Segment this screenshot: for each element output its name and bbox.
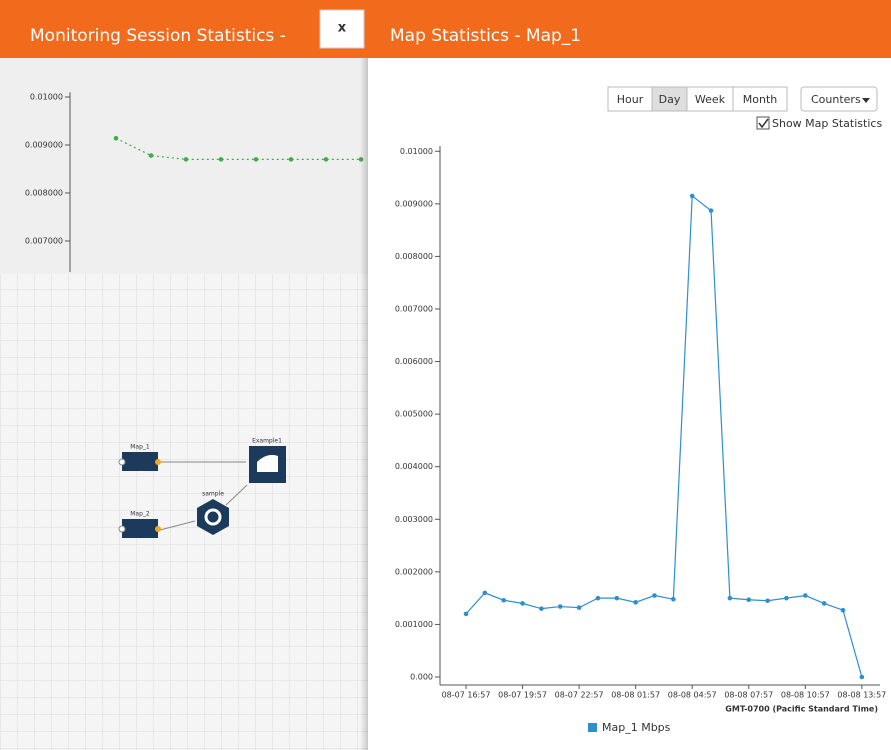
point [859,674,865,680]
port [155,459,161,465]
port [155,526,161,532]
y-tick-label: 0.008000 [25,188,63,197]
point [253,157,259,162]
port [118,458,126,466]
point [784,595,789,601]
point [463,611,469,617]
y-tick-label: 0.005000 [395,410,433,419]
point [183,157,189,162]
point [218,157,224,162]
point [113,135,119,141]
right-title: Map Statistics - Map_1 [390,26,581,46]
tool-icon [257,454,278,472]
x-tick-label: 08-07 16:57 [442,691,491,700]
y-tick-label: 0.006000 [395,357,433,366]
point [557,604,563,609]
series-line [115,137,361,160]
node-label: Map_1 [130,444,150,451]
point [840,607,846,613]
point [595,595,601,601]
x-axis-label: GMT-0700 (Pacific Standard Time) [725,705,878,714]
point [652,593,657,598]
y-tick-label: 0.01000 [400,147,433,156]
checkbox[interactable] [756,116,770,130]
y-tick-label: 0.001000 [395,620,433,629]
close-label[interactable]: x [338,21,347,36]
node-label: sample [202,491,224,498]
point [539,606,544,611]
x-tick-label: 08-08 04:57 [668,691,717,700]
point [148,153,154,158]
point [727,595,733,601]
right-chart: 0.000 0.001000 0.002000 0.003000 0.004000 0.0… [395,146,886,734]
point [633,600,638,605]
right-panel [368,58,891,750]
y-tick-label: 0.009000 [395,199,433,208]
node-map2[interactable] [122,519,158,538]
diagram: Map_1 Map_2 sample Example1 [118,438,286,538]
point [288,157,294,162]
counters-button[interactable] [800,86,878,112]
y-tick-label: 0.003000 [395,515,433,524]
counters-label[interactable]: Counters [811,93,861,106]
point [746,597,752,603]
x-tick-label: 08-07 22:57 [555,691,604,700]
left-title: Monitoring Session Statistics - [30,26,286,46]
x-tick-label: 08-08 10:57 [781,691,830,700]
y-tick-label: 0.002000 [395,567,433,576]
point [501,597,507,603]
node-label: Map_2 [130,511,150,518]
x-tick-label: 08-07 19:57 [498,691,547,700]
header-bar [0,0,891,58]
range-button[interactable] [651,86,688,112]
y-tick-label: 0.009000 [25,140,63,149]
range-button[interactable] [607,86,653,112]
node-sample[interactable] [197,499,229,535]
panel-shadow [360,58,368,750]
caret [862,98,870,103]
legend-swatch [588,723,597,732]
range-button[interactable] [732,86,788,112]
point [576,605,582,610]
canvas-grid [0,274,368,750]
y-tick-label: 0.000 [410,673,433,682]
point [482,590,488,596]
y-tick-label: 0.01000 [30,92,63,101]
gear-icon [204,508,222,526]
range-label[interactable]: Month [743,93,778,106]
x-tick-label: 08-08 07:57 [724,691,773,700]
point [520,601,525,606]
y-tick-label: 0.008000 [395,252,433,261]
left-chart: 0.01000 0.009000 0.008000 0.007000 [25,92,364,272]
point [671,596,676,602]
chart-area [0,58,368,274]
range-label[interactable]: Hour [617,93,644,106]
x-tick-label: 08-08 13:57 [837,691,886,700]
node-map1[interactable] [122,452,158,471]
port [118,525,126,533]
y-tick-label: 0.004000 [395,462,433,471]
range-label[interactable]: Day [659,93,681,106]
range-label[interactable]: Week [695,93,726,106]
checkbox-label[interactable]: Show Map Statistics [772,117,882,130]
x-tick-label: 08-08 01:57 [611,691,660,700]
close-button[interactable] [319,9,365,49]
series-line [465,194,863,678]
point [821,601,827,606]
point [689,193,695,199]
edge [159,520,196,531]
point [614,595,620,601]
edge [225,484,248,506]
point [323,157,329,162]
node-label: Example1 [252,438,282,445]
range-buttons: Hour Day Week Month [607,86,788,112]
point [708,208,714,213]
legend-label: Map_1 Mbps [602,721,671,734]
checkmark [758,118,769,129]
point [803,593,808,598]
y-tick-label: 0.007000 [395,304,433,313]
point [765,598,770,604]
y-tick-label: 0.007000 [25,236,63,245]
